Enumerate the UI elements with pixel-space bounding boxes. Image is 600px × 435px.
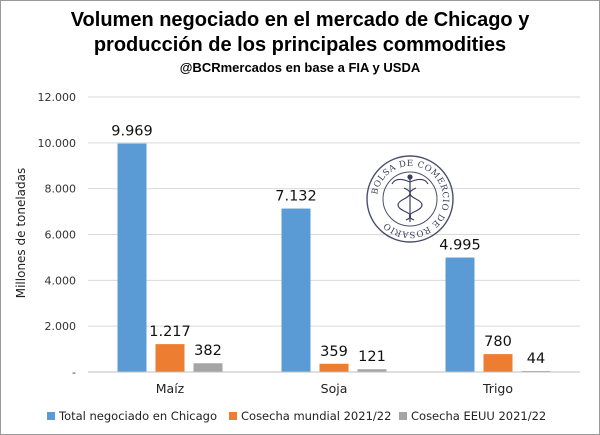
chart-subtitle: @BCRmercados en base a FIA y USDA xyxy=(180,60,421,75)
legend-swatch xyxy=(229,412,237,420)
bar-trigo-series-2 xyxy=(483,354,513,372)
bar-soja-series-1 xyxy=(281,208,311,372)
category-label: Trigo xyxy=(482,381,513,396)
data-label: 9.969 xyxy=(111,124,153,140)
gridlines xyxy=(88,96,580,327)
data-label: 780 xyxy=(484,334,512,350)
y-axis-label: Millones de toneladas xyxy=(14,168,28,299)
bar-trigo-series-3 xyxy=(521,370,551,372)
y-axis-ticks: - 2.000 4.000 6.000 8.000 10.000 12.000 xyxy=(38,91,77,379)
category-labels: Maíz Soja Trigo xyxy=(156,381,513,396)
bar-maíz-series-3 xyxy=(193,363,223,372)
legend-label: Total negociado en Chicago xyxy=(58,409,217,423)
chart-title-line-1: Volumen negociado en el mercado de Chica… xyxy=(71,9,531,31)
seal-outer-ring xyxy=(366,155,454,243)
data-label: 1.217 xyxy=(149,324,191,340)
legend-swatch xyxy=(47,412,55,420)
y-tick-label: 4.000 xyxy=(45,274,77,287)
legend-label: Cosecha EEUU 2021/22 xyxy=(411,409,546,423)
y-tick-label: 2.000 xyxy=(45,320,77,333)
bar-soja-series-3 xyxy=(357,369,387,372)
data-label: 4.995 xyxy=(439,238,481,254)
data-label: 7.132 xyxy=(275,189,317,205)
y-tick-label: 12.000 xyxy=(38,91,77,104)
data-label: 359 xyxy=(320,344,348,360)
data-label: 382 xyxy=(194,343,222,359)
y-tick-label: 10.000 xyxy=(38,137,77,150)
bars xyxy=(117,143,551,372)
bar-soja-series-2 xyxy=(319,363,349,372)
legend-label: Cosecha mundial 2021/22 xyxy=(241,409,391,423)
data-label: 44 xyxy=(527,351,545,367)
legend-swatch xyxy=(399,412,407,420)
y-tick-label: 6.000 xyxy=(45,229,77,242)
legend: Total negociado en Chicago Cosecha mundia… xyxy=(47,409,546,423)
category-label: Maíz xyxy=(156,381,185,396)
bar-maíz-series-1 xyxy=(117,143,147,372)
bcr-seal: BOLSA DE COMERCIO DE ROSARIO xyxy=(366,155,454,243)
chart-title-line-2: producción de los principales commoditie… xyxy=(94,34,506,56)
category-label: Soja xyxy=(321,381,348,396)
bar-maíz-series-2 xyxy=(155,344,185,372)
data-label: 121 xyxy=(358,349,386,365)
bar-trigo-series-1 xyxy=(445,257,475,372)
seal-inner-ring xyxy=(382,171,438,227)
y-tick-label: 8.000 xyxy=(45,183,77,196)
y-tick-label: - xyxy=(72,366,76,379)
caduceus-icon xyxy=(391,174,429,222)
